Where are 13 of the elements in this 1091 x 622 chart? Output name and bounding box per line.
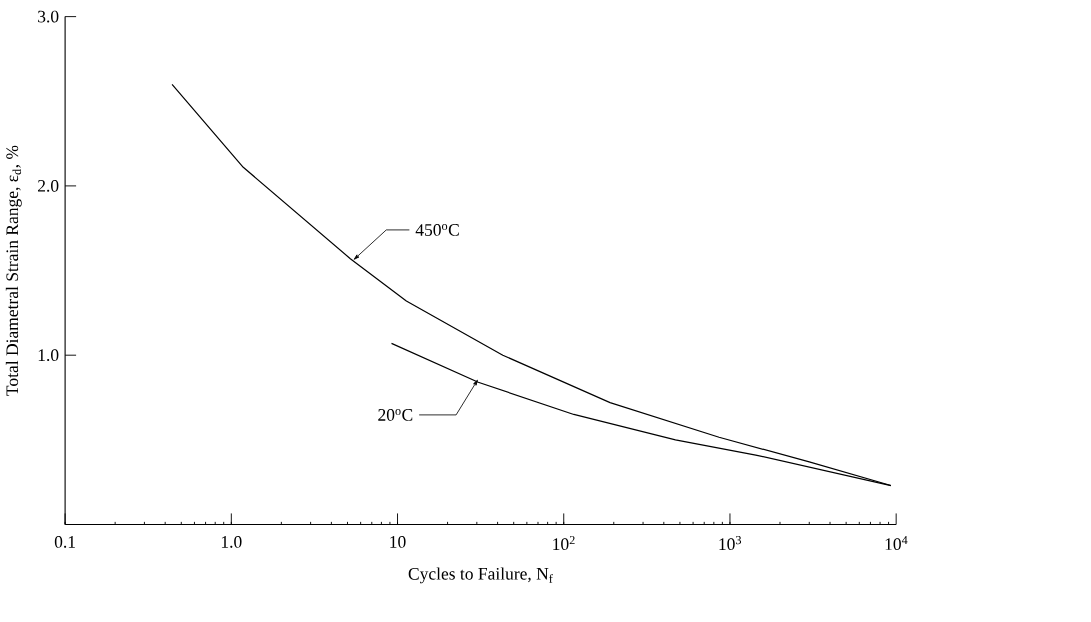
y-tick-label: 1.0 [38, 349, 59, 361]
x-tick-label: 0.1 [54, 535, 75, 548]
annotation: 450$^{o}$C [415, 223, 459, 236]
x-tick-label: 10$^{3}$ [719, 535, 742, 550]
annotation: 20$^{o}$C [378, 408, 413, 421]
y-tick-label: 2.0 [38, 179, 59, 192]
x-tick-label: 1.0 [221, 535, 242, 548]
x-axis-title: Cycles to Failure, N$_{f}$ [408, 567, 553, 584]
x-tick-label: 10$^{2}$ [553, 535, 575, 550]
y-axis-title: Total Diametral Strain Range, ε$_{d}$, % [5, 145, 22, 396]
y-tick-label: 3.0 [38, 10, 59, 23]
x-tick-label: 10 [390, 535, 406, 548]
x-tick-label: 10$^{4}$ [885, 535, 908, 550]
